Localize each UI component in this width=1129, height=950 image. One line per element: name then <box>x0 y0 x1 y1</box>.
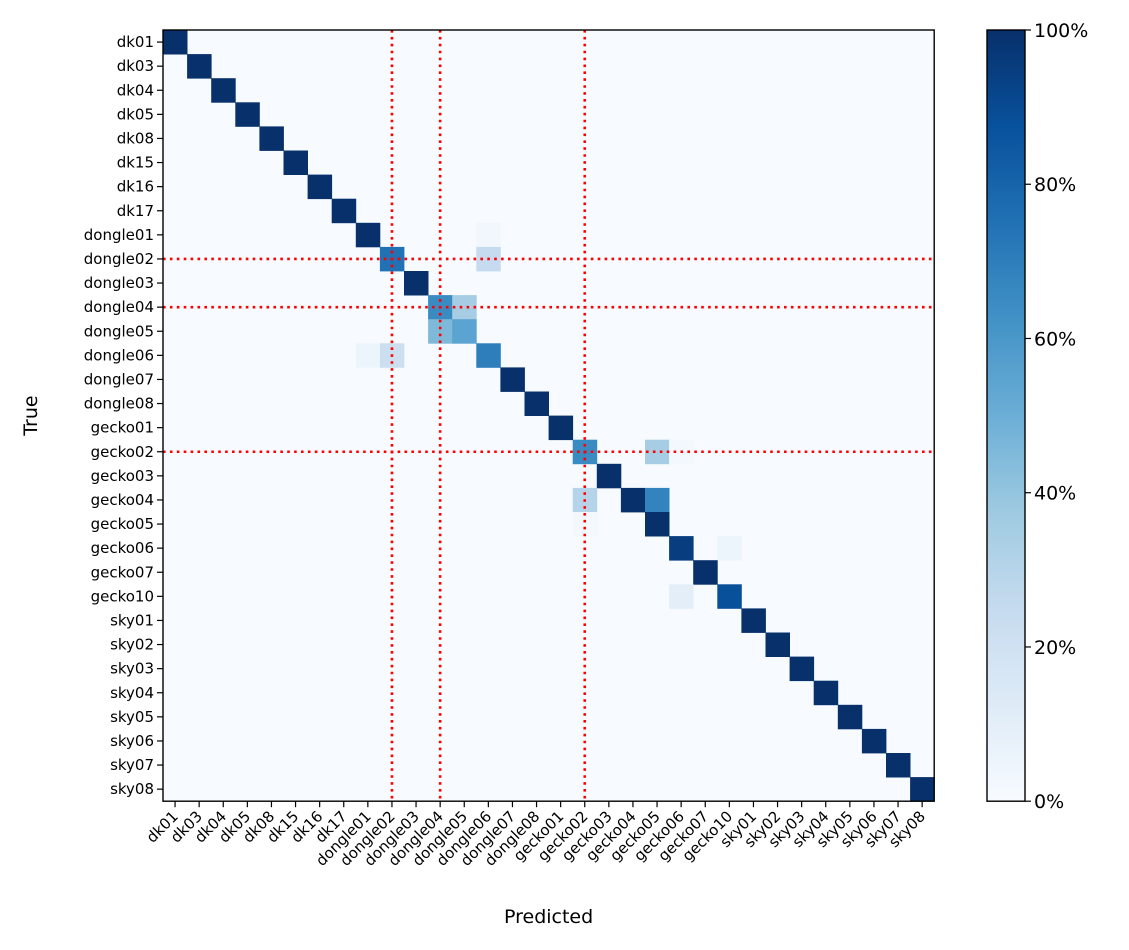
heatmap-cell-gecko07-gecko07 <box>693 560 718 585</box>
heatmap-cell-gecko04-gecko05 <box>645 487 670 513</box>
y-tick-label: dongle05 <box>84 322 154 340</box>
heatmap-cell-dk08-dk08 <box>259 126 284 151</box>
colorbar-tick-label: 60% <box>1034 328 1076 350</box>
y-tick-label: dongle07 <box>84 370 154 388</box>
colorbar-tick-label: 0% <box>1034 791 1064 813</box>
y-tick-label: dongle02 <box>84 250 154 268</box>
colorbar-tick-label: 20% <box>1034 637 1076 659</box>
x-axis-label: Predicted <box>504 906 593 928</box>
y-axis-ticks: dk01 dk03 dk04 dk05 dk08 dk15 dk16 dk17 dongle01… <box>84 33 163 798</box>
heatmap-cell-dongle01-dongle06 <box>476 222 501 248</box>
heatmap-cell-gecko06-gecko06 <box>669 536 694 561</box>
heatmap-cell-gecko05-gecko02 <box>572 512 598 537</box>
y-tick-label: dongle06 <box>84 346 154 364</box>
heatmap-cell-dongle06-dongle06 <box>476 343 501 368</box>
y-tick-label: dk15 <box>117 154 154 172</box>
heatmap-cell-dongle04-dongle05 <box>452 295 477 320</box>
y-tick-label: sky01 <box>110 611 154 629</box>
heatmap-cell-dongle05-dongle04 <box>428 319 453 344</box>
heatmap-cells <box>163 30 935 802</box>
colorbar-tick-label: 80% <box>1034 174 1076 196</box>
y-tick-label: sky05 <box>110 708 154 726</box>
y-tick-label: dongle08 <box>84 395 154 413</box>
heatmap-cell-gecko03-gecko03 <box>596 463 622 489</box>
heatmap-cell-sky06-sky06 <box>861 728 887 754</box>
heatmap-cell-dk16-dk16 <box>307 174 333 200</box>
y-tick-label: dk17 <box>117 202 154 220</box>
heatmap-cell-gecko06-gecko10 <box>717 536 742 561</box>
y-tick-label: sky06 <box>110 732 154 750</box>
y-tick-label: dk03 <box>117 57 154 75</box>
heatmap-cell-dk17-dk17 <box>331 198 357 224</box>
heatmap-cell-gecko10-gecko06 <box>669 584 694 609</box>
heatmap-cell-dk01-dk01 <box>163 30 188 55</box>
y-tick-label: sky03 <box>110 660 154 678</box>
heatmap-cell-sky01-sky01 <box>741 608 766 633</box>
heatmap-cell-sky04-sky04 <box>813 680 839 706</box>
colorbar-gradient <box>986 29 1026 802</box>
heatmap-cell-sky02-sky02 <box>765 632 790 657</box>
y-tick-label: dk08 <box>117 129 154 147</box>
y-tick-label: dk16 <box>117 178 154 196</box>
y-tick-label: dongle01 <box>84 226 154 244</box>
y-tick-label: gecko07 <box>91 563 154 581</box>
y-tick-label: gecko02 <box>91 443 154 461</box>
heatmap-cell-gecko04-gecko04 <box>620 487 646 513</box>
heatmap-cell-sky05-sky05 <box>837 704 863 730</box>
colorbar-tick-label: 100% <box>1034 20 1088 42</box>
y-tick-label: dongle04 <box>84 298 154 316</box>
heatmap-cell-gecko05-gecko05 <box>645 512 670 537</box>
y-tick-label: sky04 <box>110 684 154 702</box>
heatmap-cell-sky08-sky08 <box>910 777 935 802</box>
y-axis-label: True <box>20 395 42 436</box>
heatmap-cell-dongle07-dongle07 <box>500 367 525 392</box>
y-tick-label: gecko04 <box>91 491 154 509</box>
heatmap-cell-dk05-dk05 <box>235 102 260 127</box>
reference-lines <box>163 30 935 802</box>
y-tick-label: dk05 <box>117 105 154 123</box>
heatmap-cell-gecko02-gecko05 <box>645 439 670 465</box>
heatmap-cell-dongle08-dongle08 <box>524 391 549 416</box>
y-tick-label: gecko10 <box>91 587 154 605</box>
y-tick-label: sky07 <box>110 756 154 774</box>
y-tick-label: dongle03 <box>84 274 154 292</box>
heatmap-cell-gecko10-gecko10 <box>717 584 742 609</box>
heatmap-cell-dk04-dk04 <box>211 78 236 103</box>
plot-frame <box>162 29 935 802</box>
y-tick-label: dk04 <box>117 81 154 99</box>
y-tick-label: gecko06 <box>91 539 154 557</box>
heatmap-cell-dongle05-dongle05 <box>452 319 477 344</box>
colorbar: 0% 20% 40% 60% 80% 100% <box>986 20 1088 813</box>
heatmap-cell-gecko01-gecko01 <box>548 415 574 441</box>
heatmap-cell-dk03-dk03 <box>187 54 212 79</box>
y-tick-label: gecko05 <box>91 515 154 533</box>
colorbar-tick-label: 40% <box>1034 483 1076 505</box>
heatmap-cell-sky07-sky07 <box>886 753 911 778</box>
heatmap-cell-sky03-sky03 <box>789 656 815 682</box>
x-axis-ticks: dk01dk03dk04dk05dk08dk15dk16dk17dongle01… <box>143 801 929 870</box>
heatmap-cell-dongle01-dongle01 <box>355 222 381 248</box>
y-tick-label: sky08 <box>110 780 154 798</box>
y-tick-label: gecko01 <box>91 419 154 437</box>
colorbar-ticks: 0% 20% 40% 60% 80% 100% <box>1025 20 1088 813</box>
heatmap-cell-dongle06-dongle01 <box>355 343 381 368</box>
y-tick-label: gecko03 <box>91 467 154 485</box>
heatmap-cell-dk15-dk15 <box>283 150 308 175</box>
y-tick-label: dk01 <box>117 33 154 51</box>
heatmap-cell-dongle03-dongle03 <box>404 271 429 296</box>
y-tick-label: sky02 <box>110 636 154 654</box>
